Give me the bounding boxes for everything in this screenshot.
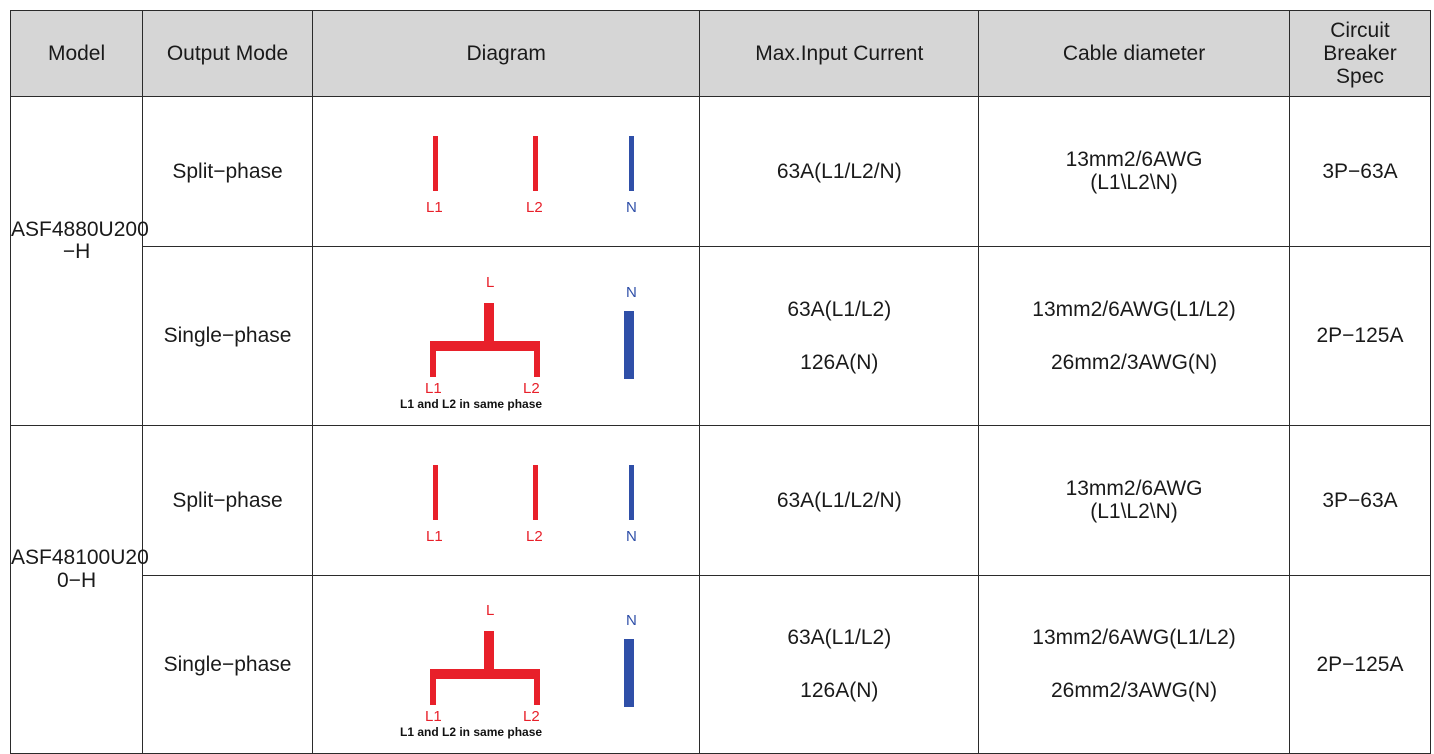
breaker-cell: 3P−63A [1288, 425, 1432, 576]
header-model: Model [9, 10, 144, 97]
cable-value: 26mm2/3AWG(N) [1050, 679, 1218, 703]
l2-line-bar [533, 465, 539, 521]
model-name: ASF4880U200 −H [11, 217, 149, 263]
cable-value: (L1\L2\N) [1090, 171, 1178, 195]
l2-line-bar [533, 136, 539, 192]
l1-drop-bar [430, 350, 437, 377]
l2-label: L2 [526, 199, 543, 216]
model-name-line: ASF48100U20 [11, 546, 149, 570]
single-phase-diagram: L L1 L2 N L1 and L2 in same phase [400, 274, 637, 411]
l1-label: L1 [425, 380, 442, 397]
header-max-input-current: Max.Input Current [699, 10, 980, 97]
output-mode-cell: Split−phase [142, 425, 313, 576]
cable-value: 13mm2/6AWG [1065, 148, 1203, 172]
header-diagram: Diagram [311, 10, 701, 97]
diagram-cell: L1 L2 N [311, 425, 701, 576]
breaker-cell: 2P−125A [1288, 574, 1432, 754]
current-value: 63A(L1/L2) [787, 626, 892, 650]
l1-label: L1 [426, 528, 443, 545]
table-row: ASF4880U200 −H Split−phase L1 L2 N 63A(L1/… [9, 96, 1432, 426]
header-breaker-line: Circuit [1330, 18, 1390, 42]
cable-value: (L1\L2\N) [1090, 500, 1178, 524]
cable-cell: 13mm2/6AWG(L1/L2) 26mm2/3AWG(N) [978, 574, 1290, 754]
neutral-bar [624, 639, 635, 708]
header-cable-diameter: Cable diameter [978, 10, 1290, 97]
l1-label: L1 [426, 199, 443, 216]
n-label: N [626, 284, 637, 301]
model-name: ASF48100U20 0−H [11, 546, 149, 592]
l2-label: L2 [523, 380, 540, 397]
table-row: Single−phase L L1 L2 N L1 and L2 in same… [11, 245, 1432, 427]
single-phase-diagram: L L1 L2 N L1 and L2 in same phase [400, 602, 637, 739]
split-phase-diagram: L1 L2 N [426, 136, 637, 216]
diagram-cell: L1 L2 N [311, 96, 701, 247]
same-phase-note: L1 and L2 in same phase [400, 397, 542, 411]
n-label: N [626, 612, 637, 629]
table-row: ASF48100U20 0−H Split−phase L1 L2 N 63A(L1… [9, 425, 1432, 754]
diagram-cell: L L1 L2 N L1 and L2 in same phase [311, 574, 701, 754]
l2-label: L2 [523, 708, 540, 725]
l2-drop-bar [534, 679, 541, 706]
neutral-bar [629, 136, 635, 192]
l-bus-bar [430, 669, 541, 680]
table-row: Single−phase L L1 L2 N L1 and L2 in same… [11, 574, 1432, 754]
cable-value: 13mm2/6AWG(L1/L2) [1032, 626, 1236, 650]
header-output-mode: Output Mode [142, 10, 313, 97]
neutral-bar [624, 310, 635, 379]
breaker-cell: 3P−63A [1288, 96, 1432, 247]
current-cell: 63A(L1/L2) 126A(N) [699, 574, 980, 754]
cable-cell: 13mm2/6AWG(L1/L2) 26mm2/3AWG(N) [978, 245, 1290, 427]
n-label: N [626, 528, 637, 545]
split-phase-diagram: L1 L2 N [426, 465, 637, 545]
same-phase-note: L1 and L2 in same phase [400, 725, 542, 739]
output-mode-cell: Split−phase [142, 96, 313, 247]
breaker-cell: 2P−125A [1288, 245, 1432, 427]
diagram-cell: L L1 L2 N L1 and L2 in same phase [311, 245, 701, 427]
model-name-line: 0−H [57, 568, 97, 592]
model-name-line: ASF4880U200 [11, 217, 149, 241]
header-breaker-spec: Circuit Breaker Spec [1288, 10, 1432, 97]
l-trunk-bar [484, 302, 495, 341]
header-breaker-line: Spec [1336, 65, 1384, 89]
current-value: 63A(L1/L2) [787, 297, 892, 321]
current-cell: 63A(L1/L2/N) [699, 96, 980, 247]
l1-label: L1 [425, 708, 442, 725]
model-cell: ASF4880U200 −H [9, 96, 149, 426]
output-mode-cell: Single−phase [142, 574, 313, 754]
l-label: L [486, 602, 494, 619]
l1-drop-bar [430, 679, 437, 706]
neutral-bar [629, 465, 635, 521]
output-mode-cell: Single−phase [142, 245, 313, 427]
l1-line-bar [433, 465, 439, 521]
model-cell: ASF48100U20 0−H [9, 425, 149, 754]
current-cell: 63A(L1/L2) 126A(N) [699, 245, 980, 427]
cable-value: 13mm2/6AWG [1065, 477, 1203, 501]
current-cell: 63A(L1/L2/N) [699, 425, 980, 576]
l-trunk-bar [484, 631, 495, 670]
header-breaker-line: Breaker [1323, 41, 1397, 65]
l-bus-bar [430, 340, 541, 351]
n-label: N [626, 199, 637, 216]
cable-cell: 13mm2/6AWG (L1\L2\N) [978, 425, 1290, 576]
l-label: L [486, 274, 494, 291]
l2-label: L2 [526, 528, 543, 545]
l1-line-bar [433, 136, 439, 192]
l2-drop-bar [534, 350, 541, 377]
spec-table: Model Output Mode Diagram Max.Input Curr… [9, 10, 1432, 754]
header-row: Model Output Mode Diagram Max.Input Curr… [9, 10, 1432, 97]
cable-value: 13mm2/6AWG(L1/L2) [1032, 297, 1236, 321]
current-value: 126A(N) [800, 350, 879, 374]
current-value: 126A(N) [800, 679, 879, 703]
cable-cell: 13mm2/6AWG (L1\L2\N) [978, 96, 1290, 247]
cable-value: 26mm2/3AWG(N) [1050, 350, 1218, 374]
model-name-line: −H [62, 240, 91, 263]
